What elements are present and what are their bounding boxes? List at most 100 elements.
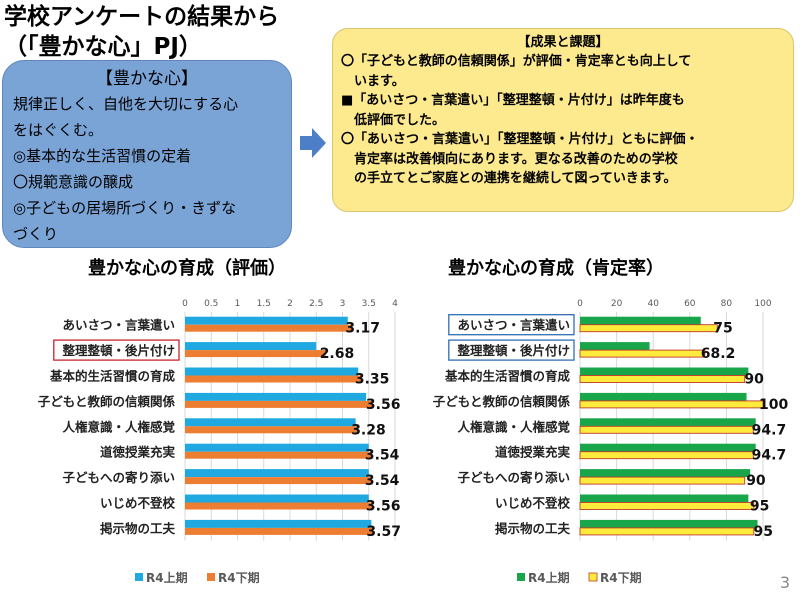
category-label: 子どもと教師の信頼関係	[38, 394, 176, 409]
legend-swatch	[517, 573, 525, 581]
data-label: 3.35	[355, 372, 390, 388]
bar-r4-first-half	[580, 392, 747, 401]
bar-r4-second-half	[185, 350, 326, 358]
category-label: いじめ不登校	[495, 496, 571, 511]
bar-r4-second-half	[579, 375, 746, 383]
bar-r4-first-half	[185, 418, 356, 427]
category-label: あいさつ・言葉遣い	[62, 318, 175, 333]
bar-r4-first-half	[580, 519, 758, 528]
title-line-1: 学校アンケートの結果から	[4, 4, 280, 30]
bar-r4-second-half	[579, 451, 754, 460]
bar-r4-first-half	[580, 418, 756, 427]
bar-r4-first-half	[185, 469, 369, 478]
bar-r4-second-half	[579, 324, 718, 333]
goal-line: ◎子どもの居場所づくり・きずな	[13, 199, 237, 217]
bar-r4-first-half	[185, 519, 372, 528]
bar-r4-first-half	[580, 316, 701, 325]
goal-line: をはぐくむ。	[13, 121, 104, 139]
goal-line: 〇規範意識の醸成	[13, 173, 134, 191]
bar-r4-second-half	[579, 502, 755, 510]
category-label: 掲示物の工夫	[495, 521, 571, 536]
goal-line: づくり	[13, 225, 59, 243]
bar-r4-second-half	[185, 527, 373, 535]
legend-label: R4下期	[218, 570, 260, 585]
result-line: 〇「子どもと教師の信頼関係」が評価・肯定率とも向上して	[341, 54, 692, 69]
chart-title-affirmation: 豊かな心の育成（肯定率）	[448, 258, 664, 279]
data-label: 3.28	[351, 422, 386, 438]
bar-r4-second-half	[185, 451, 371, 459]
category-label: 道徳授業充実	[100, 445, 176, 460]
category-highlight-box	[448, 339, 575, 361]
data-label: 3.56	[366, 397, 400, 413]
bar-r4-first-half	[185, 443, 369, 452]
data-label: 2.68	[320, 346, 355, 362]
bar-r4-second-half	[185, 426, 358, 434]
category-label: 子どもと教師の信頼関係	[433, 394, 571, 409]
bar-r4-first-half	[185, 316, 348, 325]
bar-r4-second-half	[579, 400, 764, 409]
result-box-title: 【成果と課題】	[517, 35, 609, 50]
legend-swatch	[588, 572, 598, 582]
goal-line: 規律正しく、自他を大切にする心	[13, 95, 239, 113]
data-label: 3.56	[366, 499, 400, 515]
legend-label: R4下期	[600, 570, 642, 585]
goal-box: 【豊かな心】 規律正しく、自他を大切にする心 をはぐくむ。 ◎基本的な生活習慣の…	[2, 60, 292, 248]
data-label: 94.7	[752, 448, 787, 464]
title-line-2: （「豊かな心」PJ）	[4, 34, 202, 60]
bar-r4-first-half	[185, 367, 359, 376]
tick-label: 1.5	[257, 299, 271, 309]
result-line: 肯定率は改善傾向にあります。更なる改善のための学校	[341, 151, 678, 167]
category-label: 道徳授業充実	[495, 445, 571, 460]
chart-title-evaluation: 豊かな心の育成（評価）	[88, 258, 286, 279]
tick-label: 0	[577, 299, 583, 309]
tick-label: 20	[611, 299, 623, 309]
category-highlight-box	[448, 314, 575, 336]
category-label: 人権意識・人権感覚	[457, 419, 570, 434]
goal-box-title: 【豊かな心】	[96, 69, 198, 89]
result-line: ■「あいさつ・言葉遣い」「整理整頓・片付け」は昨年度も	[341, 93, 685, 108]
result-line: います。	[341, 73, 405, 89]
data-label: 3.57	[366, 524, 400, 540]
data-label: 94.7	[752, 422, 787, 438]
legend-label: R4上期	[528, 570, 570, 585]
result-box: 【成果と課題】 〇「子どもと教師の信頼関係」が評価・肯定率とも向上して います。…	[332, 28, 794, 212]
bar-r4-first-half	[185, 494, 369, 503]
tick-label: 2	[287, 299, 293, 309]
legend-swatch	[135, 573, 143, 581]
bar-r4-first-half	[580, 342, 650, 351]
tick-label: 40	[647, 299, 659, 309]
result-line: の手立てとご家庭との連携を継続して図っていきます。	[341, 171, 677, 186]
bar-r4-second-half	[185, 477, 371, 485]
bar-r4-second-half	[185, 324, 352, 332]
goal-line: ◎基本的な生活習慣の定着	[13, 147, 192, 165]
data-label: 3.17	[345, 321, 380, 337]
tick-label: 80	[721, 299, 733, 309]
arrow-right-icon	[300, 128, 326, 158]
data-label: 75	[713, 321, 732, 337]
category-label: 人権意識・人権感覚	[62, 419, 175, 434]
bar-r4-second-half	[579, 527, 755, 536]
category-label: 整理整頓・後片付け	[457, 343, 570, 358]
bar-r4-first-half	[580, 494, 749, 503]
category-label: あいさつ・言葉遣い	[457, 318, 570, 333]
tick-label: 0	[182, 299, 188, 309]
category-label: いじめ不登校	[100, 496, 176, 511]
category-highlight-box	[53, 339, 180, 361]
tick-label: 2.5	[309, 299, 323, 309]
category-label: 基本的生活習慣の育成	[444, 369, 571, 384]
data-label: 95	[750, 499, 769, 515]
category-label: 子どもへの寄り添い	[62, 470, 175, 485]
bar-r4-second-half	[185, 375, 361, 383]
page-number: 3	[779, 573, 790, 592]
tick-label: 3.5	[362, 299, 376, 309]
category-label: 整理整頓・後片付け	[62, 343, 175, 358]
bar-r4-first-half	[185, 392, 367, 401]
category-label: 子どもへの寄り添い	[457, 470, 570, 485]
tick-label: 100	[754, 299, 771, 309]
data-label: 95	[754, 524, 773, 540]
result-line: 〇「あいさつ・言葉遣い」「整理整頓・片付け」ともに評価・	[341, 132, 699, 147]
bar-r4-second-half	[579, 425, 754, 434]
bar-r4-second-half	[579, 349, 706, 358]
data-label: 68.2	[701, 346, 736, 362]
